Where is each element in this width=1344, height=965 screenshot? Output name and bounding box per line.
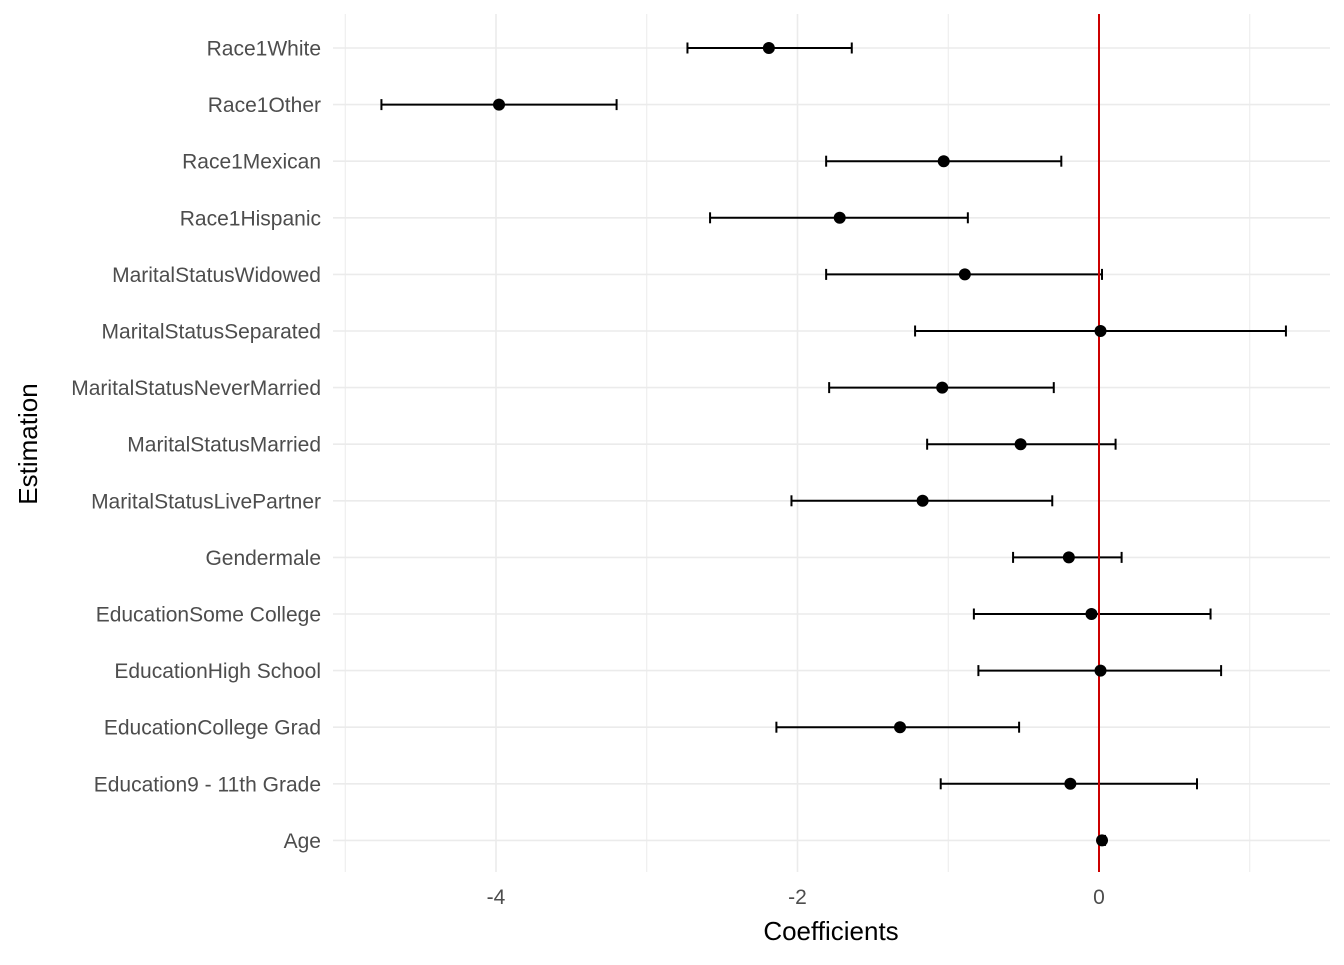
- estimate-point: [937, 155, 950, 168]
- x-tick-label: -4: [487, 886, 506, 909]
- errorbar-layer: [380, 42, 1287, 846]
- x-tick-label: 0: [1093, 886, 1105, 909]
- estimate-point: [1094, 664, 1107, 677]
- y-tick-label: Race1Hispanic: [180, 207, 321, 230]
- y-tick-label: Race1White: [207, 38, 321, 61]
- estimate-point: [1094, 325, 1107, 337]
- estimate-point: [1064, 777, 1077, 790]
- estimate-point: [493, 98, 506, 111]
- y-tick-label: Race1Mexican: [182, 151, 321, 174]
- y-tick-label: MaritalStatusMarried: [127, 434, 321, 457]
- estimate-point: [916, 494, 929, 507]
- y-tick-label: EducationHigh School: [114, 660, 321, 683]
- estimate-point: [936, 381, 949, 394]
- y-axis-title: Estimation: [13, 383, 43, 504]
- estimate-point: [1096, 834, 1109, 847]
- y-tick-labels: Race1White Race1Other Race1Mexican Race1His…: [71, 38, 321, 853]
- x-tick-label: -2: [788, 886, 807, 909]
- grid-layer: [333, 14, 1330, 872]
- x-tick-labels: -4 -2 0: [487, 886, 1105, 909]
- y-tick-label: EducationSome College: [96, 604, 321, 627]
- y-tick-label: MaritalStatusLivePartner: [91, 490, 321, 513]
- y-tick-label: Education9 - 11th Grade: [94, 773, 321, 796]
- estimate-point: [958, 268, 971, 281]
- estimate-point: [1085, 608, 1098, 620]
- y-tick-label: Age: [284, 830, 321, 853]
- y-tick-label: EducationCollege Grad: [104, 717, 321, 740]
- estimate-point: [1014, 438, 1027, 451]
- y-tick-label: Race1Other: [208, 94, 321, 117]
- estimate-point: [762, 42, 775, 54]
- point-layer: [493, 42, 1109, 847]
- estimate-point: [833, 211, 846, 224]
- y-tick-label: MaritalStatusNeverMarried: [71, 377, 321, 400]
- y-tick-label: Gendermale: [205, 547, 321, 570]
- estimate-point: [1062, 551, 1075, 564]
- y-tick-label: MaritalStatusSeparated: [102, 321, 321, 344]
- y-tick-label: MaritalStatusWidowed: [112, 264, 321, 287]
- x-axis-title: Coefficients: [763, 916, 898, 946]
- estimate-point: [894, 721, 907, 734]
